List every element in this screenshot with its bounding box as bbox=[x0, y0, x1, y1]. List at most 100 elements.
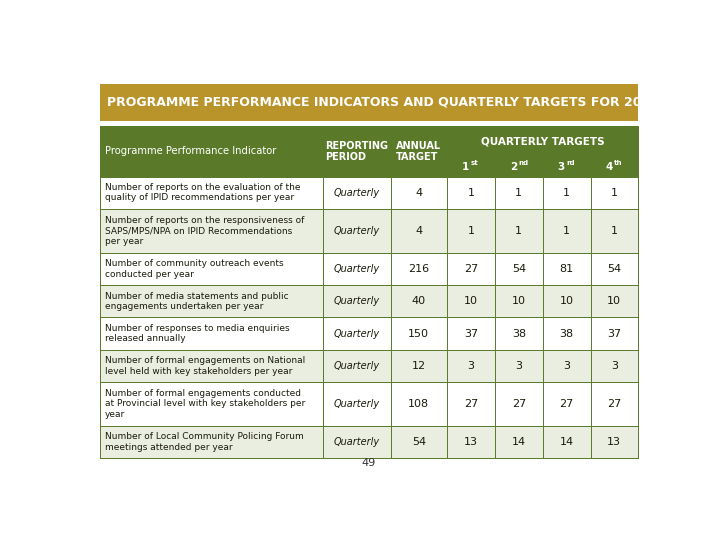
Text: QUARTERLY TARGETS: QUARTERLY TARGETS bbox=[481, 137, 604, 147]
Bar bbox=[495, 318, 543, 350]
Bar bbox=[100, 350, 323, 382]
Text: Quarterly: Quarterly bbox=[334, 328, 380, 339]
Bar bbox=[543, 426, 590, 458]
Text: 1: 1 bbox=[563, 188, 570, 198]
Text: Number of responses to media enquiries
released annually: Number of responses to media enquiries r… bbox=[104, 324, 289, 343]
Text: 27: 27 bbox=[512, 399, 526, 409]
Text: 13: 13 bbox=[607, 437, 621, 447]
Bar bbox=[323, 177, 390, 209]
Bar bbox=[590, 285, 638, 318]
Text: 2: 2 bbox=[510, 162, 517, 172]
Text: 37: 37 bbox=[607, 328, 621, 339]
Text: 38: 38 bbox=[559, 328, 574, 339]
Bar bbox=[390, 285, 447, 318]
Text: 54: 54 bbox=[607, 264, 621, 274]
Text: 3: 3 bbox=[558, 162, 565, 172]
Bar bbox=[100, 177, 323, 209]
Bar bbox=[100, 285, 323, 318]
Text: Quarterly: Quarterly bbox=[334, 437, 380, 447]
Bar bbox=[100, 253, 638, 285]
Bar bbox=[543, 177, 590, 209]
Bar bbox=[495, 426, 543, 458]
Bar bbox=[447, 177, 495, 209]
Text: st: st bbox=[470, 160, 478, 166]
Bar bbox=[590, 426, 638, 458]
Text: 1: 1 bbox=[467, 226, 474, 236]
Bar bbox=[543, 285, 590, 318]
Text: 54: 54 bbox=[412, 437, 426, 447]
Text: Number of formal engagements on National
level held with key stakeholders per ye: Number of formal engagements on National… bbox=[104, 356, 305, 375]
Bar bbox=[100, 84, 638, 122]
Text: 1: 1 bbox=[611, 226, 618, 236]
Text: Quarterly: Quarterly bbox=[334, 188, 380, 198]
Text: 4: 4 bbox=[415, 188, 423, 198]
Text: ANNUAL
TARGET: ANNUAL TARGET bbox=[396, 141, 441, 163]
Bar bbox=[495, 209, 543, 253]
Bar bbox=[495, 382, 543, 426]
Bar bbox=[495, 285, 543, 318]
Bar bbox=[390, 209, 447, 253]
Bar bbox=[100, 285, 638, 318]
Bar bbox=[495, 157, 543, 177]
Text: 14: 14 bbox=[512, 437, 526, 447]
Text: Number of reports on the responsiveness of
SAPS/MPS/NPA on IPID Recommendations
: Number of reports on the responsiveness … bbox=[104, 216, 304, 246]
Bar bbox=[100, 209, 638, 253]
Bar bbox=[447, 426, 495, 458]
Bar bbox=[495, 177, 543, 209]
Text: 1: 1 bbox=[516, 188, 522, 198]
Text: Quarterly: Quarterly bbox=[334, 226, 380, 236]
Bar bbox=[590, 350, 638, 382]
Text: Programme Performance Indicator: Programme Performance Indicator bbox=[104, 146, 276, 157]
Text: 10: 10 bbox=[559, 296, 574, 306]
Bar bbox=[543, 157, 590, 177]
Bar bbox=[390, 177, 447, 209]
Bar bbox=[323, 350, 390, 382]
Bar bbox=[543, 350, 590, 382]
Text: 3: 3 bbox=[516, 361, 522, 371]
Text: 1: 1 bbox=[462, 162, 469, 172]
Bar bbox=[543, 318, 590, 350]
Bar bbox=[590, 157, 638, 177]
Bar bbox=[390, 318, 447, 350]
Bar bbox=[447, 126, 638, 157]
Bar bbox=[447, 285, 495, 318]
Bar bbox=[495, 350, 543, 382]
Text: Number of reports on the evaluation of the
quality of IPID recommendations per y: Number of reports on the evaluation of t… bbox=[104, 183, 300, 202]
Text: 10: 10 bbox=[607, 296, 621, 306]
Text: 54: 54 bbox=[512, 264, 526, 274]
Bar bbox=[447, 350, 495, 382]
Bar bbox=[323, 209, 390, 253]
Bar bbox=[100, 318, 323, 350]
Text: 27: 27 bbox=[464, 399, 478, 409]
Bar bbox=[323, 253, 390, 285]
Text: 27: 27 bbox=[559, 399, 574, 409]
Bar bbox=[323, 382, 390, 426]
Text: 37: 37 bbox=[464, 328, 478, 339]
Bar bbox=[100, 177, 638, 209]
Bar bbox=[590, 177, 638, 209]
Text: 108: 108 bbox=[408, 399, 429, 409]
Bar bbox=[447, 157, 495, 177]
Bar bbox=[543, 253, 590, 285]
Bar bbox=[390, 350, 447, 382]
Bar bbox=[390, 426, 447, 458]
Text: 1: 1 bbox=[563, 226, 570, 236]
Bar bbox=[100, 382, 323, 426]
Bar bbox=[100, 253, 323, 285]
Text: 49: 49 bbox=[362, 458, 376, 468]
Bar bbox=[100, 318, 638, 350]
Bar bbox=[447, 382, 495, 426]
Bar bbox=[390, 253, 447, 285]
Text: 216: 216 bbox=[408, 264, 429, 274]
Text: th: th bbox=[613, 160, 622, 166]
Text: Quarterly: Quarterly bbox=[334, 296, 380, 306]
Text: REPORTING
PERIOD: REPORTING PERIOD bbox=[325, 141, 388, 163]
Text: 81: 81 bbox=[559, 264, 574, 274]
Text: 1: 1 bbox=[611, 188, 618, 198]
Bar bbox=[447, 209, 495, 253]
Bar bbox=[100, 350, 638, 382]
Bar bbox=[390, 126, 447, 177]
Bar bbox=[323, 285, 390, 318]
Bar bbox=[390, 382, 447, 426]
Bar bbox=[323, 426, 390, 458]
